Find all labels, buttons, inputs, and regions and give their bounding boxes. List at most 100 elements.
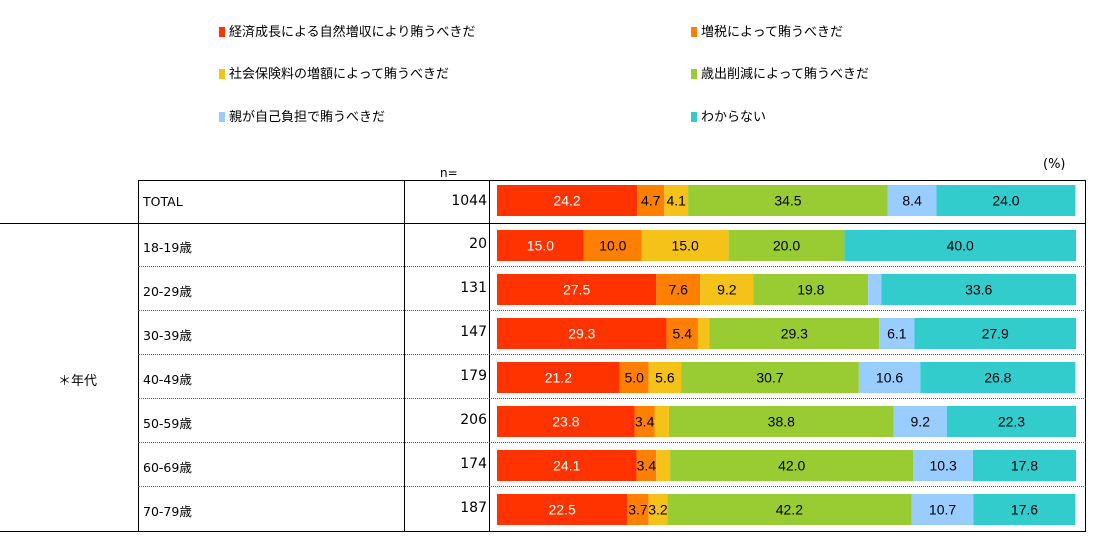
bar-segment <box>497 406 635 437</box>
bar-segment <box>670 450 914 481</box>
bar-value-label: 24.1 <box>553 458 580 474</box>
unit-label: (%) <box>1043 157 1066 172</box>
row-label-20-29: 20-29歳 <box>143 284 192 299</box>
bar-value-label: 10.0 <box>599 238 626 254</box>
bar-segment <box>844 230 1076 261</box>
legend-swatch <box>219 27 225 37</box>
bar-segment <box>667 494 912 525</box>
bar-value-label: 42.2 <box>776 502 803 518</box>
row-n-20-29: 131 <box>460 280 487 296</box>
bar-segment <box>973 494 1076 525</box>
bar-value-label: 27.9 <box>982 326 1009 342</box>
group-label-age: ＊年代 <box>58 374 98 389</box>
bar-segment <box>497 362 620 393</box>
bar-value-label: 7.6 <box>668 282 688 298</box>
table-border-left <box>138 180 139 532</box>
bar-value-label: 10.7 <box>929 502 956 518</box>
bar-segment <box>664 185 689 216</box>
bar-segment <box>697 318 710 349</box>
bar-value-label: 8.4 <box>902 193 922 209</box>
bar-value-label: 4.1 <box>666 193 686 209</box>
bar-value-label: 26.8 <box>984 370 1011 386</box>
row-label-18-19: 18-19歳 <box>143 240 192 255</box>
row-label-60-69: 60-69歳 <box>143 460 192 475</box>
row-label-70-79: 70-79歳 <box>143 504 192 519</box>
bar-segment <box>497 494 628 525</box>
legend-item-6: わからない <box>691 110 766 126</box>
bar-segment <box>946 406 1076 437</box>
bar-segment <box>666 318 698 349</box>
row-divider <box>138 398 1086 399</box>
bar-value-label: 10.6 <box>876 370 903 386</box>
row-n-total: 1044 <box>451 193 487 209</box>
row-n-40-49: 179 <box>460 368 487 384</box>
row-label-40-49: 40-49歳 <box>143 372 192 387</box>
row-n-70-79: 187 <box>460 500 487 516</box>
bar-segment <box>648 494 668 525</box>
bar-segment <box>688 185 888 216</box>
bar-segment <box>868 274 882 305</box>
bar-value-label: 29.3 <box>781 326 808 342</box>
bar-value-label: 3.7 <box>628 502 648 518</box>
row-n-30-39: 147 <box>460 324 487 340</box>
legend-item-1: 経済成長による自然増収により賄うべきだ <box>219 25 475 41</box>
bar-value-label: 15.0 <box>672 238 699 254</box>
bar-value-label: 9.2 <box>717 282 737 298</box>
bar-segment <box>634 406 655 437</box>
bar-value-label: 22.3 <box>998 414 1025 430</box>
bar-segment <box>627 494 649 525</box>
bar-value-label: 3.4 <box>635 414 655 430</box>
bar-value-label: 9.2 <box>911 414 931 430</box>
bar-value-label: 19.8 <box>797 282 824 298</box>
row-n-60-69: 174 <box>460 456 487 472</box>
n-header: n= <box>440 166 458 180</box>
legend-item-3: 社会保険料の増額によって賄うべきだ <box>219 67 449 83</box>
bar-value-label: 33.6 <box>965 282 992 298</box>
legend-label: 経済成長による自然増収により賄うべきだ <box>229 25 476 40</box>
row-label-30-39: 30-39歳 <box>143 328 192 343</box>
bar-value-label: 23.8 <box>552 414 579 430</box>
legend-label: 歳出削減によって賄うべきだ <box>701 67 869 82</box>
legend-label: 増税によって賄うべきだ <box>701 25 843 40</box>
bar-value-label: 15.0 <box>527 238 554 254</box>
bar-value-label: 42.0 <box>778 458 805 474</box>
bar-segment <box>656 450 671 481</box>
bar-value-label: 24.2 <box>553 193 580 209</box>
legend-item-5: 親が自己負担で賄うべきだ <box>219 110 385 126</box>
bar-value-label: 5.4 <box>673 326 693 342</box>
bar-segment <box>936 185 1076 216</box>
table-divider-bars <box>489 180 490 532</box>
bar-segment <box>497 450 637 481</box>
bar-value-label: 10.3 <box>929 458 956 474</box>
bar-value-label: 4.7 <box>641 193 661 209</box>
legend-item-2: 増税によって賄うべきだ <box>691 25 843 41</box>
bar-value-label: 24.0 <box>992 193 1019 209</box>
bar-segment <box>636 450 657 481</box>
legend-swatch <box>691 112 697 122</box>
bar-value-label: 40.0 <box>947 238 974 254</box>
row-divider <box>138 486 1086 487</box>
bar-segment <box>914 318 1076 349</box>
row-divider <box>138 354 1086 355</box>
legend-label: 社会保険料の増額によって賄うべきだ <box>229 67 449 82</box>
bar-segment <box>709 318 880 349</box>
row-label-total: TOTAL <box>143 194 183 209</box>
legend-label: 親が自己負担で賄うべきだ <box>229 110 386 125</box>
bar-segment <box>887 185 937 216</box>
bar-segment <box>497 274 657 305</box>
row-divider <box>138 266 1086 267</box>
bar-value-label: 30.7 <box>756 370 783 386</box>
bar-segment <box>497 230 584 261</box>
bar-value-label: 20.0 <box>773 238 800 254</box>
table-border-right <box>1085 180 1086 532</box>
table-total-divider <box>0 223 1086 224</box>
bar-segment <box>753 274 869 305</box>
bar-value-label: 3.2 <box>648 502 668 518</box>
bar-value-label: 22.5 <box>549 502 576 518</box>
bar-segment <box>668 406 894 437</box>
bar-segment <box>583 230 642 261</box>
legend-swatch <box>219 69 225 79</box>
bar-segment <box>681 362 859 393</box>
legend-label: わからない <box>701 110 767 125</box>
